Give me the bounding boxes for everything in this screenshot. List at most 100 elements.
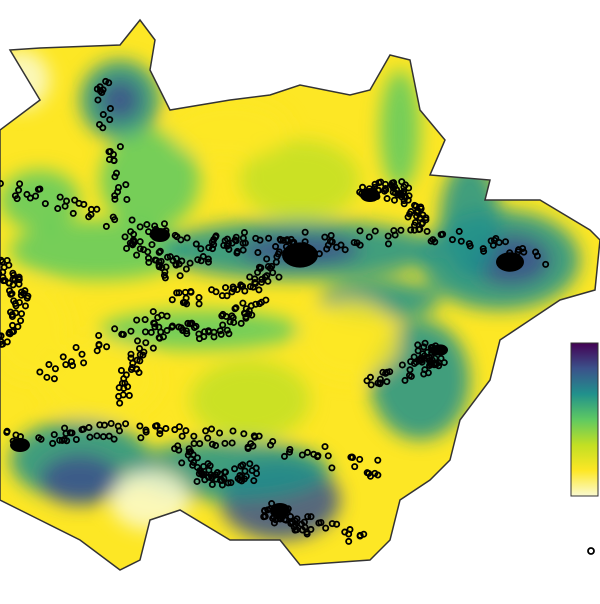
occurrence-point bbox=[412, 358, 420, 366]
raster-blob bbox=[100, 130, 200, 230]
occurrence-point bbox=[250, 477, 258, 485]
occurrence-point bbox=[365, 233, 373, 241]
occurrence-point bbox=[421, 339, 429, 347]
occurrence-point bbox=[12, 302, 20, 310]
occurrence-point bbox=[383, 378, 391, 386]
occurrence-point bbox=[381, 187, 389, 195]
occurrence-point bbox=[252, 300, 260, 308]
occurrence-point bbox=[0, 263, 8, 271]
occurrence-point bbox=[221, 439, 229, 447]
occurrence-point bbox=[156, 430, 164, 438]
occurrence-point bbox=[230, 318, 238, 326]
occurrence-point bbox=[208, 481, 216, 489]
raster-blob bbox=[100, 310, 300, 350]
occurrence-point bbox=[62, 361, 70, 369]
occurrence-point bbox=[3, 427, 11, 435]
occurrence-point bbox=[143, 221, 151, 229]
occurrence-point bbox=[542, 260, 550, 268]
occurrence-point bbox=[201, 476, 209, 484]
occurrence-point bbox=[133, 251, 141, 259]
occurrence-point bbox=[151, 256, 159, 264]
occurrence-point bbox=[261, 507, 269, 515]
occurrence-point bbox=[382, 369, 390, 377]
occurrence-point bbox=[216, 429, 224, 437]
occurrence-point bbox=[204, 434, 212, 442]
occurrence-point bbox=[350, 238, 358, 246]
raster-blob bbox=[190, 360, 310, 440]
occurrence-point bbox=[417, 203, 425, 211]
occurrence-point bbox=[171, 231, 179, 239]
occurrence-point bbox=[201, 328, 209, 336]
occurrence-point bbox=[161, 274, 169, 282]
occurrence-point bbox=[155, 248, 163, 256]
occurrence-point bbox=[56, 193, 64, 201]
occurrence-point bbox=[17, 291, 25, 299]
occurrence-point bbox=[383, 195, 391, 203]
occurrence-point bbox=[371, 227, 379, 235]
occurrence-point bbox=[59, 353, 67, 361]
occurrence-point bbox=[367, 381, 375, 389]
occurrence-point bbox=[155, 263, 163, 271]
occurrence-point bbox=[26, 194, 34, 202]
occurrence-point bbox=[137, 434, 145, 442]
occurrence-point bbox=[204, 258, 212, 266]
occurrence-point bbox=[182, 265, 190, 273]
occurrence-point bbox=[21, 302, 29, 310]
occurrence-point bbox=[202, 427, 210, 435]
occurrence-point bbox=[43, 373, 51, 381]
occurrence-point bbox=[397, 226, 405, 234]
occurrence-point bbox=[178, 459, 186, 467]
occurrence-point bbox=[133, 356, 141, 364]
occurrence-point bbox=[178, 432, 186, 440]
occurrence-point bbox=[72, 436, 80, 444]
occurrence-point bbox=[149, 344, 157, 352]
occurrence-point bbox=[160, 220, 168, 228]
occurrence-point bbox=[261, 273, 269, 281]
occurrence-point bbox=[125, 392, 133, 400]
occurrence-point bbox=[106, 148, 114, 156]
occurrence-point bbox=[405, 192, 413, 200]
occurrence-point bbox=[237, 319, 245, 327]
occurrence-point bbox=[520, 248, 528, 256]
occurrence-point bbox=[363, 377, 371, 385]
occurrence-point bbox=[197, 245, 205, 253]
occurrence-point bbox=[231, 465, 239, 473]
occurrence-point bbox=[192, 322, 200, 330]
occurrence-point bbox=[49, 439, 57, 447]
occurrence-point bbox=[307, 525, 315, 533]
occurrence-point bbox=[226, 318, 234, 326]
occurrence-point bbox=[142, 428, 150, 436]
occurrence-point bbox=[118, 330, 126, 338]
occurrence-point bbox=[416, 214, 424, 222]
occurrence-point bbox=[317, 519, 325, 527]
occurrence-point bbox=[171, 445, 179, 453]
occurrence-point bbox=[391, 189, 399, 197]
occurrence-point bbox=[86, 433, 94, 441]
occurrence-point bbox=[111, 325, 119, 333]
occurrence-point bbox=[123, 195, 131, 203]
occurrence-point bbox=[0, 273, 7, 281]
occurrence-point bbox=[193, 454, 201, 462]
occurrence-point bbox=[133, 365, 141, 373]
occurrence-point bbox=[175, 423, 183, 431]
occurrence-point bbox=[141, 328, 149, 336]
occurrence-point bbox=[210, 333, 218, 341]
occurrence-point bbox=[433, 360, 441, 368]
occurrence-point bbox=[35, 434, 43, 442]
raster-blob bbox=[40, 455, 120, 505]
occurrence-point bbox=[168, 323, 176, 331]
occurrence-point bbox=[219, 321, 227, 329]
occurrence-point bbox=[240, 229, 248, 237]
occurrence-point bbox=[195, 300, 203, 308]
occurrence-point bbox=[238, 477, 246, 485]
occurrence-point bbox=[239, 461, 247, 469]
occurrence-point bbox=[216, 470, 224, 478]
occurrence-point bbox=[218, 312, 226, 320]
occurrence-point bbox=[333, 243, 341, 251]
occurrence-point bbox=[175, 289, 183, 297]
occurrence-point bbox=[420, 370, 428, 378]
occurrence-point bbox=[151, 222, 159, 230]
occurrence-point bbox=[356, 531, 364, 539]
